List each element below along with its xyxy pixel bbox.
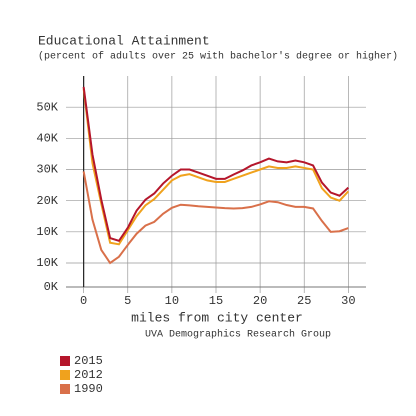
series-line — [82, 88, 350, 246]
legend-label: 1990 — [74, 382, 103, 396]
y-tick-label: 20K — [36, 194, 58, 208]
x-tick-label: 25 — [297, 294, 311, 308]
legend-swatch — [60, 356, 70, 366]
series-line — [82, 171, 349, 265]
legend-label: 2012 — [74, 368, 103, 382]
x-tick-label: 0 — [80, 294, 87, 308]
x-tick-label: 20 — [253, 294, 267, 308]
legend-label: 2015 — [74, 354, 103, 368]
y-tick-label: 10K — [36, 225, 58, 239]
y-tick-label: 10K — [36, 256, 58, 270]
chart-subtitle: (percent of adults over 25 with bachelor… — [38, 51, 398, 63]
source: UVA Demographics Research Group — [145, 329, 331, 341]
legend-swatch — [60, 384, 70, 394]
x-tick-label: 10 — [165, 294, 179, 308]
x-tick-label: 5 — [124, 294, 131, 308]
x-axis-label: miles from city center — [131, 310, 303, 325]
legend-swatch — [60, 370, 70, 380]
y-tick-label: 50K — [36, 100, 58, 114]
y-tick-label: 40K — [36, 132, 58, 146]
y-tick-label: 30K — [36, 163, 58, 177]
x-tick-label: 15 — [209, 294, 223, 308]
chart-title: Educational Attainment — [38, 33, 210, 48]
series-line — [82, 86, 350, 243]
x-tick-label: 30 — [341, 294, 355, 308]
y-tick-label: 0K — [44, 280, 59, 294]
